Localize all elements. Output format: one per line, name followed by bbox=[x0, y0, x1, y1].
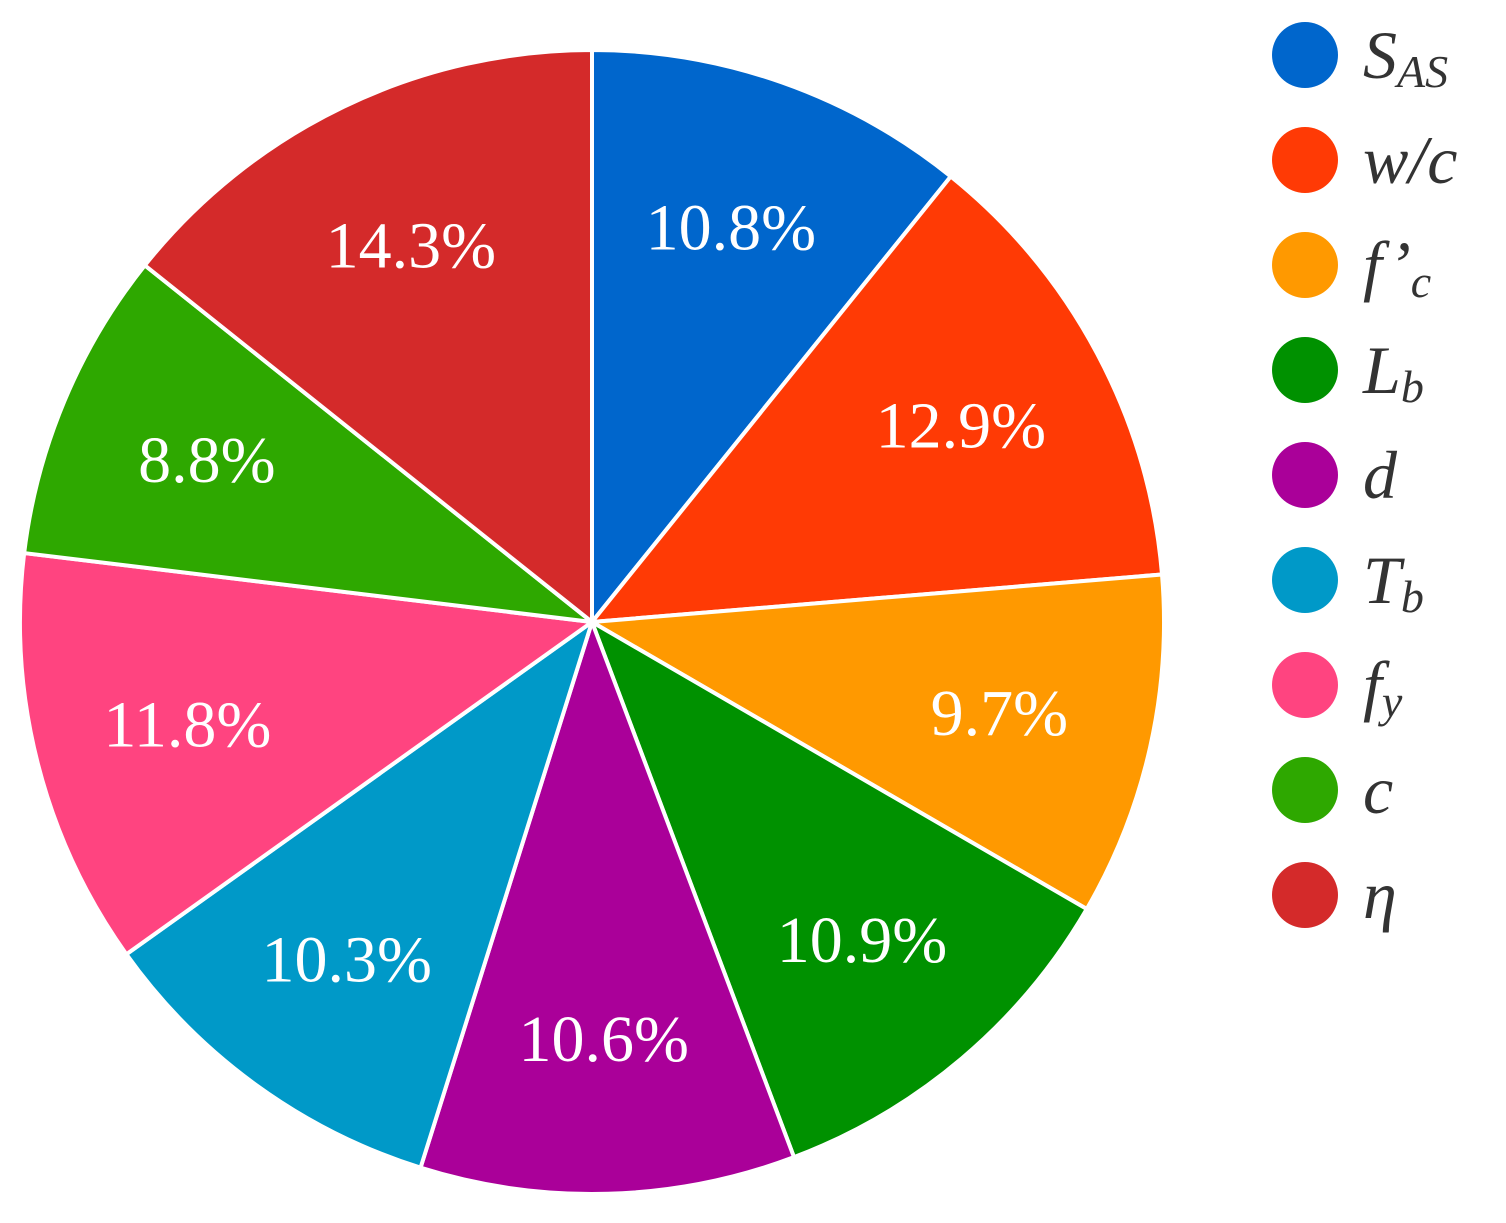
legend-marker bbox=[1272, 862, 1338, 928]
slice-label: 8.8% bbox=[138, 424, 275, 497]
slice-label: 9.7% bbox=[931, 677, 1068, 750]
slice-label: 14.3% bbox=[326, 209, 496, 282]
legend-label: Tb bbox=[1363, 542, 1424, 622]
legend-marker bbox=[1272, 127, 1338, 193]
pie-slice bbox=[590, 174, 1165, 624]
legend-label: SAS bbox=[1363, 17, 1448, 97]
legend-label: η bbox=[1363, 857, 1397, 933]
legend-label: c bbox=[1363, 752, 1393, 828]
legend-marker bbox=[1272, 232, 1338, 298]
slice-label: 10.3% bbox=[262, 923, 432, 996]
legend-label: fy bbox=[1363, 647, 1403, 727]
legend-marker bbox=[1272, 337, 1338, 403]
legend-label: Lb bbox=[1362, 332, 1424, 412]
legend-marker bbox=[1272, 442, 1338, 508]
pie-slice bbox=[590, 572, 1166, 912]
pie-slice bbox=[418, 620, 796, 1196]
pie-slice bbox=[590, 620, 1089, 1160]
slice-label: 10.6% bbox=[519, 1003, 689, 1076]
slice-label: 10.8% bbox=[646, 192, 816, 265]
slice-label: 10.9% bbox=[777, 904, 947, 977]
legend-label: w/c bbox=[1363, 122, 1457, 198]
slice-label: 11.8% bbox=[103, 689, 271, 762]
pie-slice bbox=[142, 48, 594, 624]
legend-label: f’c bbox=[1363, 227, 1431, 307]
legend-marker bbox=[1272, 547, 1338, 613]
legend-marker bbox=[1272, 652, 1338, 718]
legend-marker bbox=[1272, 22, 1338, 88]
pie-slice bbox=[590, 48, 953, 624]
slice-label: 12.9% bbox=[876, 390, 1046, 463]
pie-slice bbox=[18, 551, 594, 957]
legend-label: d bbox=[1363, 437, 1398, 513]
pie-slice bbox=[124, 620, 594, 1170]
pie-slice bbox=[22, 263, 594, 624]
legend-marker bbox=[1272, 757, 1338, 823]
